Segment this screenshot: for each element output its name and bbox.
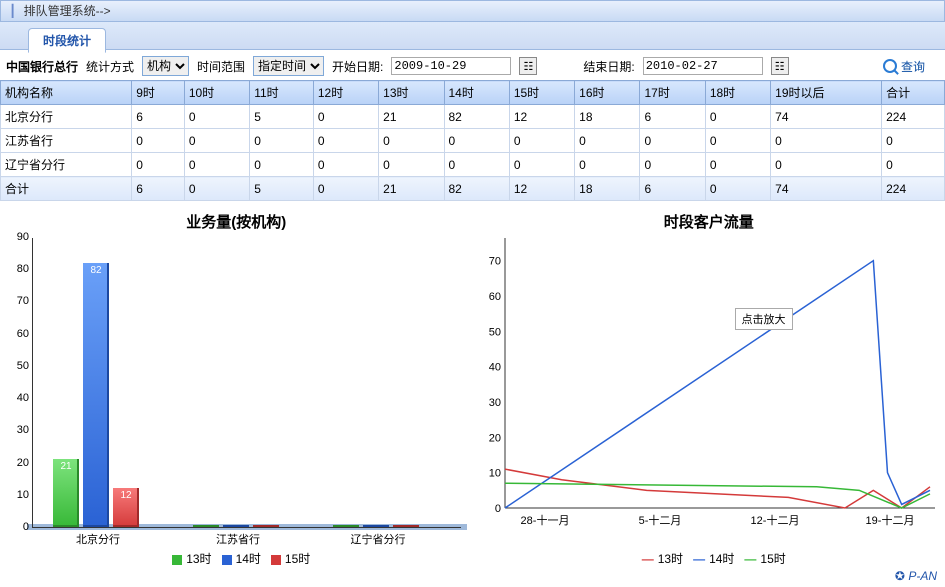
breadcrumb: ┃ 排队管理系统--> (0, 0, 945, 22)
table-header[interactable]: 合计 (882, 81, 945, 105)
table-header[interactable]: 18时 (705, 81, 770, 105)
svg-text:30: 30 (488, 397, 500, 409)
y-axis-tick: 0 (23, 521, 33, 533)
y-axis-tick: 30 (17, 424, 33, 436)
table-header[interactable]: 19时以后 (771, 81, 882, 105)
bar-group: 218212 (53, 263, 139, 527)
svg-text:28-十一月: 28-十一月 (520, 513, 569, 527)
breadcrumb-text: 排队管理系统--> (24, 4, 111, 18)
x-axis-label: 江苏省行 (178, 527, 298, 547)
svg-text:12-十二月: 12-十二月 (750, 513, 799, 527)
table-row: 辽宁省分行000000000000 (1, 153, 945, 177)
table-row: 北京分行6050218212186074224 (1, 105, 945, 129)
end-date-label: 结束日期: (583, 58, 634, 75)
table-header[interactable]: 10时 (184, 81, 249, 105)
svg-text:0: 0 (494, 503, 500, 515)
table-header[interactable]: 11时 (250, 81, 314, 105)
calendar-icon[interactable]: ☷ (519, 57, 537, 75)
query-button[interactable]: 查询 (883, 58, 925, 75)
x-axis-label: 北京分行 (38, 527, 158, 547)
svg-text:40: 40 (488, 362, 500, 374)
y-axis-tick: 60 (17, 328, 33, 340)
chart-tooltip: 点击放大 (735, 308, 793, 330)
footer-brand: ✪ P-AN (0, 567, 945, 587)
org-name: 中国银行总行 (6, 58, 78, 75)
y-axis-tick: 90 (17, 231, 33, 243)
bar[interactable]: 21 (53, 459, 79, 527)
start-date-label: 开始日期: (332, 58, 383, 75)
y-axis-tick: 80 (17, 263, 33, 275)
breadcrumb-sep: ┃ (9, 4, 20, 18)
y-axis-tick: 70 (17, 295, 33, 307)
stat-method-label: 统计方式 (86, 58, 134, 75)
table-header[interactable]: 15时 (509, 81, 574, 105)
y-axis-tick: 40 (17, 392, 33, 404)
bar-chart: 业务量(按机构) 0 10 20 30 40 50 60 70 80 90 218212北京分行江苏… (6, 207, 467, 567)
line-chart-legend: —13时—14时—15时 (479, 550, 940, 567)
stat-method-select[interactable]: 机构 (142, 56, 189, 76)
svg-text:19-十二月: 19-十二月 (865, 513, 914, 527)
table-header[interactable]: 12时 (313, 81, 378, 105)
chart-line[interactable] (505, 261, 930, 508)
svg-text:5-十二月: 5-十二月 (638, 513, 681, 527)
tab-time-stats[interactable]: 时段统计 (28, 28, 106, 53)
table-row: 江苏省行000000000000 (1, 129, 945, 153)
table-totals-row: 合计6050218212186074224 (1, 177, 945, 201)
start-date-input[interactable] (391, 57, 511, 75)
svg-text:50: 50 (488, 326, 500, 338)
svg-text:10: 10 (488, 468, 500, 480)
y-axis-tick: 10 (17, 489, 33, 501)
stats-table: 机构名称9时10时11时12时13时14时15时16时17时18时19时以后合计… (0, 80, 945, 201)
search-icon (883, 59, 897, 73)
tab-bar: 时段统计 (0, 22, 945, 50)
svg-text:20: 20 (488, 432, 500, 444)
y-axis-tick: 20 (17, 457, 33, 469)
filter-bar: 中国银行总行 统计方式 机构 时间范围 指定时间 开始日期: ☷ 结束日期: ☷… (0, 50, 945, 80)
time-range-label: 时间范围 (197, 58, 245, 75)
x-axis-label: 辽宁省分行 (318, 527, 438, 547)
calendar-icon[interactable]: ☷ (771, 57, 789, 75)
svg-text:70: 70 (488, 256, 500, 268)
bar[interactable]: 12 (113, 488, 139, 527)
line-chart[interactable]: 时段客户流量 0 10 20 30 40 50 60 70 28-十一月 5-十二月 12-十二月 1… (479, 207, 940, 567)
bar-chart-title: 业务量(按机构) (6, 211, 467, 232)
end-date-input[interactable] (643, 57, 763, 75)
table-header[interactable]: 9时 (132, 81, 185, 105)
bar-chart-legend: 13时14时15时 (6, 550, 467, 567)
time-range-select[interactable]: 指定时间 (253, 56, 324, 76)
svg-text:60: 60 (488, 291, 500, 303)
line-chart-title: 时段客户流量 (479, 211, 940, 232)
table-header[interactable]: 14时 (444, 81, 509, 105)
line-chart-svg[interactable]: 01020304050607028-十一月5-十二月12-十二月19-十二月 (505, 238, 935, 528)
bar[interactable]: 82 (83, 263, 109, 527)
table-header[interactable]: 17时 (640, 81, 705, 105)
y-axis-tick: 50 (17, 360, 33, 372)
chart-line[interactable] (505, 469, 930, 508)
table-header[interactable]: 13时 (379, 81, 444, 105)
table-header[interactable]: 16时 (575, 81, 640, 105)
table-header[interactable]: 机构名称 (1, 81, 132, 105)
